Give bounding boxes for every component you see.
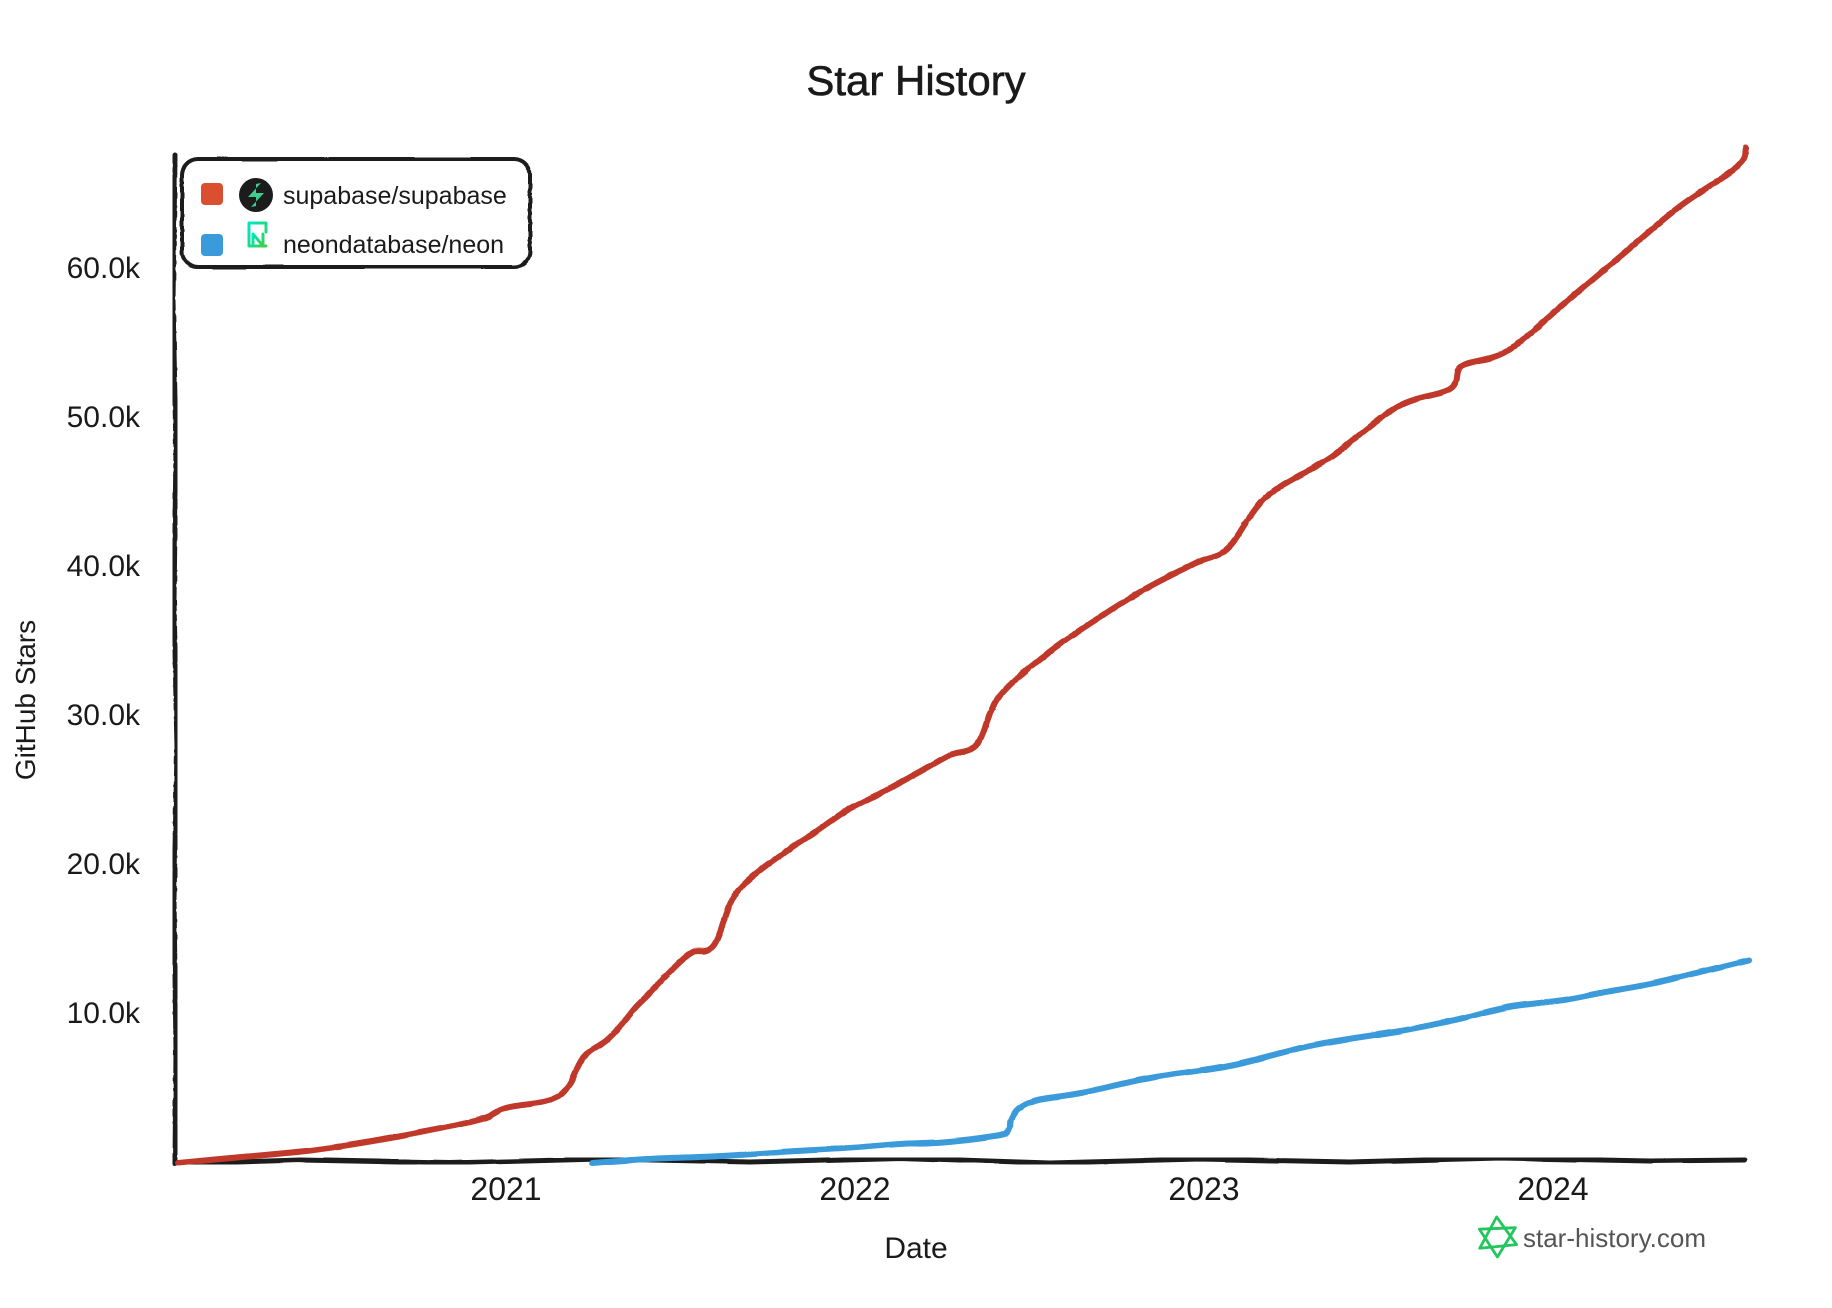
svg-text:40.0k: 40.0k (67, 550, 141, 583)
svg-text:2023: 2023 (1168, 1171, 1239, 1207)
svg-text:star-history.com: star-history.com (1523, 1223, 1706, 1253)
svg-text:GitHub Stars: GitHub Stars (10, 620, 41, 780)
svg-text:Date: Date (884, 1232, 947, 1265)
svg-text:neondatabase/neon: neondatabase/neon (283, 231, 504, 259)
svg-text:50.0k: 50.0k (67, 401, 141, 434)
svg-text:2021: 2021 (470, 1171, 541, 1207)
svg-text:30.0k: 30.0k (67, 699, 141, 732)
svg-text:20.0k: 20.0k (67, 848, 141, 881)
svg-text:supabase/supabase: supabase/supabase (283, 182, 507, 210)
svg-text:2022: 2022 (819, 1171, 890, 1207)
svg-text:Star History: Star History (806, 57, 1025, 104)
svg-text:2024: 2024 (1517, 1171, 1588, 1207)
svg-text:60.0k: 60.0k (67, 252, 141, 285)
svg-text:10.0k: 10.0k (67, 997, 141, 1030)
